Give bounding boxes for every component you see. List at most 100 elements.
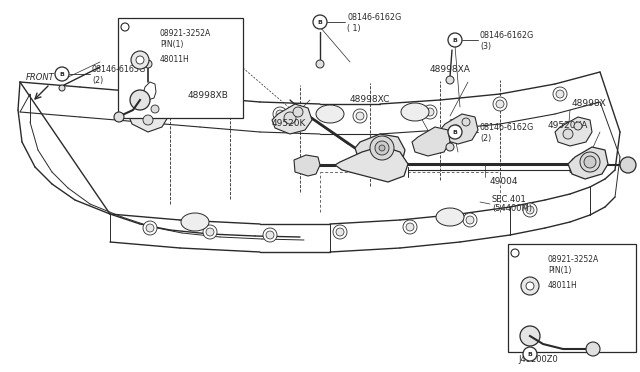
- Polygon shape: [335, 146, 408, 182]
- Circle shape: [520, 326, 540, 346]
- Text: B: B: [527, 352, 532, 356]
- Polygon shape: [555, 117, 592, 146]
- Circle shape: [206, 228, 214, 236]
- Text: 48998XC: 48998XC: [350, 96, 390, 105]
- Text: 48998XB: 48998XB: [188, 92, 229, 100]
- Circle shape: [463, 213, 477, 227]
- Text: 49520K: 49520K: [272, 119, 307, 128]
- Polygon shape: [568, 147, 608, 179]
- Circle shape: [141, 100, 149, 108]
- Circle shape: [138, 97, 152, 111]
- Circle shape: [131, 51, 149, 69]
- Circle shape: [59, 85, 65, 91]
- Circle shape: [521, 277, 539, 295]
- Circle shape: [553, 87, 567, 101]
- Text: FRONT: FRONT: [26, 73, 54, 81]
- Circle shape: [144, 60, 152, 68]
- Polygon shape: [412, 127, 450, 156]
- Circle shape: [313, 15, 327, 29]
- Circle shape: [55, 67, 69, 81]
- Circle shape: [574, 122, 582, 130]
- Circle shape: [316, 60, 324, 68]
- Circle shape: [146, 224, 154, 232]
- Polygon shape: [440, 114, 478, 144]
- Text: 48998XA: 48998XA: [430, 65, 471, 74]
- Circle shape: [620, 157, 636, 173]
- Circle shape: [273, 107, 287, 121]
- Text: PIN(1): PIN(1): [548, 266, 572, 275]
- Circle shape: [586, 342, 600, 356]
- Circle shape: [584, 156, 596, 168]
- Text: PIN(1): PIN(1): [160, 39, 184, 48]
- Circle shape: [523, 203, 537, 217]
- Text: (3): (3): [480, 42, 491, 51]
- Circle shape: [333, 225, 347, 239]
- Circle shape: [266, 231, 274, 239]
- Circle shape: [203, 102, 217, 116]
- Ellipse shape: [316, 105, 344, 123]
- Text: 08146-6162G: 08146-6162G: [480, 124, 534, 132]
- Circle shape: [143, 115, 153, 125]
- Circle shape: [493, 97, 507, 111]
- Circle shape: [143, 221, 157, 235]
- Circle shape: [526, 206, 534, 214]
- Circle shape: [403, 220, 417, 234]
- Circle shape: [370, 136, 394, 160]
- Circle shape: [356, 112, 364, 120]
- Circle shape: [446, 143, 454, 151]
- Polygon shape: [355, 134, 405, 167]
- Circle shape: [448, 125, 462, 139]
- Text: 08921-3252A: 08921-3252A: [548, 256, 599, 264]
- Circle shape: [406, 223, 414, 231]
- Circle shape: [446, 76, 454, 84]
- Text: 49520KA: 49520KA: [548, 121, 588, 129]
- Circle shape: [375, 141, 389, 155]
- Text: 08146-6162G: 08146-6162G: [347, 13, 401, 22]
- Ellipse shape: [181, 213, 209, 231]
- Text: (2): (2): [92, 76, 103, 84]
- Text: 48998X: 48998X: [572, 99, 607, 109]
- Text: 08921-3252A: 08921-3252A: [160, 29, 211, 38]
- Polygon shape: [272, 104, 312, 134]
- Circle shape: [276, 110, 284, 118]
- Circle shape: [263, 228, 277, 242]
- Circle shape: [496, 100, 504, 108]
- Text: 48011H: 48011H: [160, 55, 189, 64]
- Circle shape: [448, 33, 462, 47]
- Text: 49004: 49004: [490, 177, 518, 186]
- Circle shape: [206, 105, 214, 113]
- Text: 08146-6165G: 08146-6165G: [92, 65, 147, 74]
- Text: B: B: [317, 19, 323, 25]
- Text: (54400M): (54400M): [492, 205, 532, 214]
- Circle shape: [151, 105, 159, 113]
- Text: B: B: [452, 38, 458, 42]
- Circle shape: [466, 216, 474, 224]
- Polygon shape: [570, 156, 600, 176]
- Ellipse shape: [401, 103, 429, 121]
- Circle shape: [426, 108, 434, 116]
- Text: ( 1): ( 1): [347, 23, 360, 32]
- Circle shape: [293, 107, 303, 117]
- Text: 08146-6162G: 08146-6162G: [480, 32, 534, 41]
- Circle shape: [353, 109, 367, 123]
- Text: B: B: [60, 71, 65, 77]
- Circle shape: [423, 105, 437, 119]
- Circle shape: [136, 56, 144, 64]
- Circle shape: [580, 152, 600, 172]
- Polygon shape: [128, 100, 168, 132]
- Circle shape: [130, 90, 150, 110]
- Polygon shape: [294, 155, 320, 176]
- Circle shape: [451, 125, 461, 135]
- Ellipse shape: [436, 208, 464, 226]
- Text: J49200Z0: J49200Z0: [518, 356, 557, 365]
- Circle shape: [462, 118, 470, 126]
- Circle shape: [284, 112, 296, 124]
- Circle shape: [379, 145, 385, 151]
- Circle shape: [563, 129, 573, 139]
- Circle shape: [556, 90, 564, 98]
- Circle shape: [523, 347, 537, 361]
- Text: B: B: [452, 129, 458, 135]
- Circle shape: [526, 282, 534, 290]
- Text: 48011H: 48011H: [548, 282, 578, 291]
- Text: (2): (2): [480, 134, 492, 142]
